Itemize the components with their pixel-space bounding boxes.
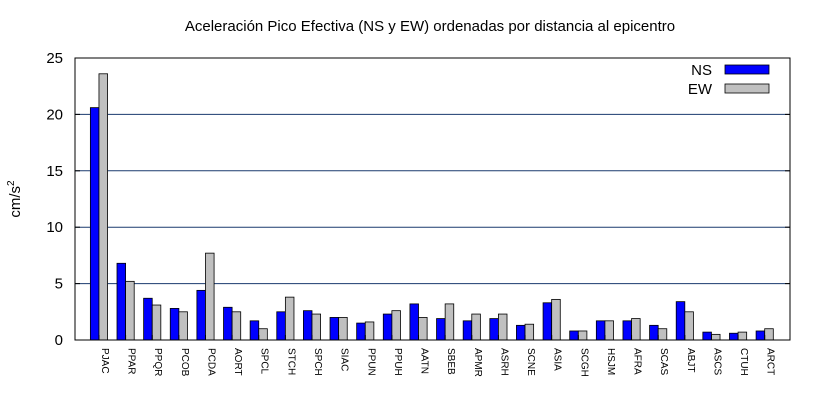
bars <box>89 73 774 341</box>
y-tick-label: 5 <box>55 276 63 293</box>
bar-ew-arct <box>764 328 774 341</box>
x-tick-label: SCNE <box>525 348 536 376</box>
bar-ew-stch <box>284 296 295 341</box>
plot-frame <box>74 57 791 341</box>
bar-ns-arct <box>755 330 766 341</box>
legend-label-ew: EW <box>688 81 713 98</box>
legend-swatch-ns <box>724 64 770 75</box>
y-axis-ticks: 0 5 10 15 20 25 <box>46 50 790 349</box>
bar-ew-pcda <box>205 252 215 341</box>
bar-ns-asrh <box>489 318 499 341</box>
bar-ns-aatn <box>409 303 419 341</box>
x-tick-label: AATN <box>419 348 430 374</box>
bar-ns-sbeb <box>436 318 446 341</box>
bar-ns-apmr <box>462 320 473 341</box>
x-tick-label: AFRA <box>632 348 643 375</box>
bar-ns-ascs <box>702 331 712 341</box>
grid-lines <box>75 113 790 285</box>
x-tick-label: APMR <box>472 348 483 377</box>
x-tick-label: ASCS <box>711 348 722 376</box>
y-tick-label: 10 <box>46 219 63 236</box>
bar-ns-abjt <box>675 301 686 341</box>
bar-ns-afra <box>622 320 632 341</box>
bar-ew-asrh <box>498 313 508 341</box>
bar-ns-aort <box>223 306 233 341</box>
bar-ew-afra <box>631 318 641 341</box>
bar-ns-siac <box>329 317 340 341</box>
bar-ns-hsjm <box>595 320 606 341</box>
bar-ew-asia <box>551 298 561 341</box>
bar-ns-pcda <box>196 289 206 341</box>
bar-ns-ppuh <box>382 313 393 341</box>
y-tick-label: 25 <box>46 50 63 67</box>
y-axis-label: cm/s2 <box>6 180 24 218</box>
y-tick-label: 0 <box>55 332 63 349</box>
bar-ns-ctuh <box>729 332 739 341</box>
bar-ew-pcob <box>178 311 188 341</box>
legend-label-ns: NS <box>691 62 712 79</box>
x-tick-label: SCGH <box>578 348 589 377</box>
bar-ns-scgh <box>569 330 579 341</box>
x-tick-label: HSJM <box>605 348 616 375</box>
x-tick-label: SIAC <box>339 348 350 371</box>
x-tick-label: PPAR <box>126 348 137 375</box>
bar-ns-stch <box>276 311 286 341</box>
x-tick-label: ARCT <box>765 348 776 375</box>
bar-ew-hsjm <box>604 320 614 341</box>
x-tick-label: PPQR <box>152 348 163 376</box>
bar-ew-aort <box>231 311 242 341</box>
x-tick-label: ASRH <box>498 348 509 376</box>
x-axis-ticks: PJAC PPAR PPQR PCOB PCDA AORT SPCL STCH SPCH SIAC… <box>98 335 776 377</box>
bar-ew-scas <box>657 328 668 341</box>
bar-ns-spcl <box>249 320 260 341</box>
x-tick-label: PJAC <box>99 348 110 374</box>
bar-ew-ppqr <box>151 304 162 341</box>
bar-ew-ppuh <box>391 310 401 341</box>
bar-ns-ppqr <box>143 297 153 341</box>
x-tick-label: ABJT <box>685 348 696 372</box>
x-tick-label: SPCL <box>259 348 270 375</box>
bar-ns-spch <box>303 310 313 341</box>
x-tick-label: PPUH <box>392 348 403 376</box>
x-tick-label: STCH <box>285 348 296 375</box>
bar-ew-ppar <box>125 280 135 341</box>
bar-ew-aatn <box>418 317 428 341</box>
y-tick-label: 20 <box>46 106 63 123</box>
bar-ns-scne <box>516 324 526 341</box>
bar-ew-apmr <box>471 313 481 341</box>
bar-ew-sbeb <box>444 303 455 341</box>
bar-ew-ctuh <box>737 331 748 341</box>
bar-ns-scas <box>649 324 659 341</box>
bar-ns-ppun <box>356 322 366 341</box>
x-tick-label: SPCH <box>312 348 323 376</box>
bar-ns-pcob <box>169 308 180 341</box>
legend: NS EW <box>688 62 770 98</box>
x-tick-label: SCAS <box>658 348 669 376</box>
y-axis-label-unit: cm/s <box>7 186 24 218</box>
x-tick-label: PPUN <box>365 348 376 376</box>
bar-ns-pjac <box>89 107 100 341</box>
y-axis-label-superscript: 2 <box>6 180 17 186</box>
x-tick-label: PCDA <box>205 348 216 376</box>
chart-title: Aceleración Pico Efectiva (NS y EW) orde… <box>185 18 675 35</box>
bar-ew-scne <box>524 323 535 341</box>
y-tick-label: 15 <box>46 163 63 180</box>
bar-ew-ppun <box>364 321 375 341</box>
bar-ew-ascs <box>711 333 721 341</box>
bar-ew-spcl <box>258 328 268 341</box>
x-tick-label: CTUH <box>738 348 749 376</box>
x-tick-label: PCOB <box>179 348 190 377</box>
x-tick-label: SBEB <box>445 348 456 375</box>
bar-ew-abjt <box>684 311 694 341</box>
bar-ns-ppar <box>116 262 126 341</box>
bar-ew-scgh <box>577 330 588 341</box>
x-tick-label: AORT <box>232 348 243 376</box>
x-tick-label: ASIA <box>552 348 563 371</box>
bar-ew-siac <box>338 317 348 341</box>
bar-ew-spch <box>311 313 322 341</box>
bar-ew-pjac <box>98 73 108 341</box>
bar-ns-asia <box>542 302 553 341</box>
legend-swatch-ew <box>724 83 770 94</box>
